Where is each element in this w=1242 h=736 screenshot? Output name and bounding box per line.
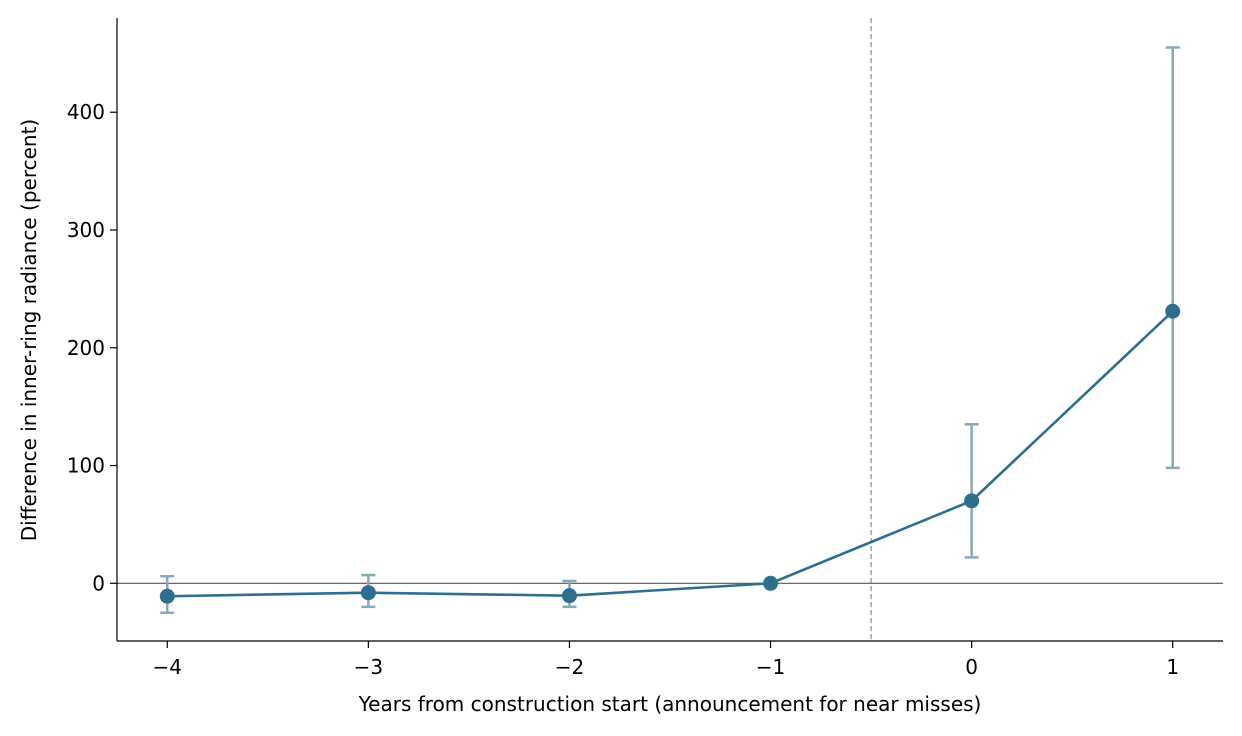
x-tick-label: −1 <box>756 655 785 679</box>
x-axis-label: Years from construction start (announcem… <box>358 692 982 716</box>
data-point <box>763 575 779 591</box>
data-point <box>561 588 577 604</box>
series-line <box>167 310 1174 598</box>
y-axis-label: Difference in inner-ring radiance (perce… <box>17 119 41 541</box>
plot-area <box>117 18 1223 641</box>
x-tick-label: −4 <box>153 655 182 679</box>
data-point <box>360 585 376 601</box>
y-tick-label: 200 <box>67 336 105 360</box>
x-tick-label: 0 <box>965 655 978 679</box>
y-tick-label: 400 <box>67 100 105 124</box>
data-point <box>964 493 980 509</box>
y-tick-label: 100 <box>67 454 105 478</box>
data-point <box>159 588 175 604</box>
x-tick-label: −3 <box>354 655 383 679</box>
y-tick-label: 300 <box>67 218 105 242</box>
y-axis-ticks: 0 100 200 300 400 <box>67 100 117 595</box>
data-point <box>1165 303 1181 319</box>
x-tick-label: 1 <box>1166 655 1179 679</box>
y-tick-label: 0 <box>92 571 105 595</box>
x-tick-label: −2 <box>555 655 584 679</box>
x-axis-ticks: −4 −3 −2 −1 0 1 <box>153 641 1179 679</box>
